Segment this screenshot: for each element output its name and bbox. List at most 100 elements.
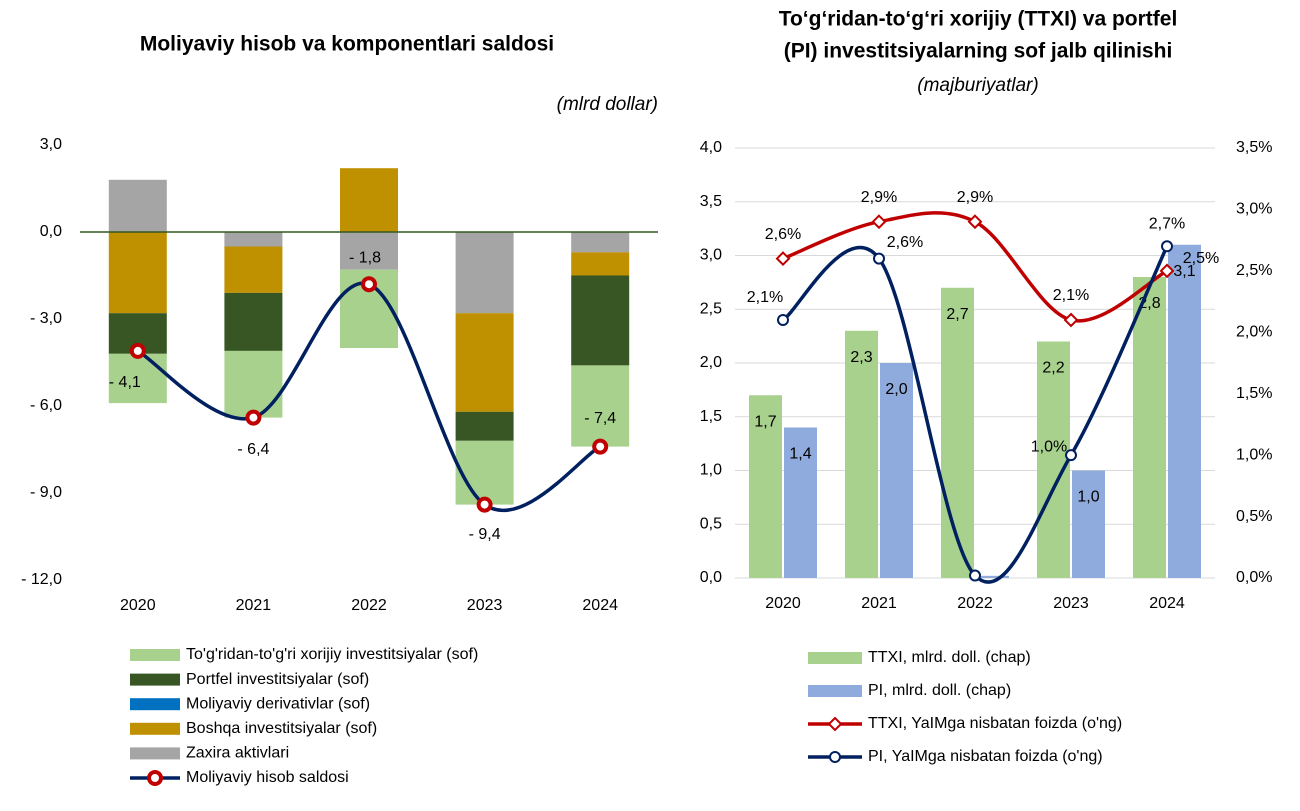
legend-swatch bbox=[808, 685, 862, 697]
y-tick-label: 4,0 bbox=[700, 139, 722, 156]
legend-label: Moliyaviy derivativlar (sof) bbox=[186, 695, 370, 712]
y-tick-label: - 12,0 bbox=[21, 571, 62, 588]
bar-segment bbox=[571, 252, 630, 276]
x-tick-label: 2022 bbox=[957, 595, 993, 612]
line-value-label: 2,9% bbox=[957, 189, 993, 206]
y-tick-label: 3,5 bbox=[700, 193, 722, 210]
x-tick-label: 2021 bbox=[236, 597, 272, 614]
legend-label: Moliyaviy hisob saldosi bbox=[186, 769, 349, 786]
marker bbox=[361, 276, 377, 293]
y-tick-label: 3,0 bbox=[40, 136, 62, 153]
y-tick-label: 1,5 bbox=[700, 408, 722, 425]
bar bbox=[845, 330, 878, 578]
marker bbox=[1065, 449, 1077, 462]
marker bbox=[775, 251, 791, 266]
bar-value-label: 2,3 bbox=[850, 349, 872, 366]
y2-tick-label: 2,0% bbox=[1236, 324, 1272, 341]
bar-segment bbox=[224, 350, 283, 418]
chart-title: To‘g‘ridan-to‘g‘ri xorijiy (TTXI) va por… bbox=[779, 8, 1178, 31]
bar-value-label: 1,7 bbox=[754, 413, 776, 430]
bar-segment bbox=[108, 232, 167, 314]
bar-segment bbox=[108, 353, 167, 404]
line-value-label: 2,1% bbox=[1053, 287, 1089, 304]
legend-label: TTXI, YaIMga nisbatan foizda (o'ng) bbox=[868, 715, 1122, 732]
line-value-label: 2,5% bbox=[1183, 250, 1219, 267]
bar bbox=[1072, 470, 1105, 578]
line-value-label: 2,1% bbox=[747, 289, 783, 306]
legend-swatch bbox=[130, 649, 180, 661]
y-tick-label: 3,0 bbox=[700, 247, 722, 264]
y2-tick-label: 3,0% bbox=[1236, 201, 1272, 218]
y2-tick-label: 2,5% bbox=[1236, 262, 1272, 279]
chart-subtitle: (majburiyatlar) bbox=[917, 75, 1038, 96]
y-tick-label: - 3,0 bbox=[30, 310, 62, 327]
bar-segment bbox=[224, 232, 283, 247]
y2-tick-label: 1,0% bbox=[1236, 446, 1272, 463]
y-tick-label: 2,0 bbox=[700, 354, 722, 371]
marker bbox=[147, 770, 163, 786]
bar-value-label: 2,2 bbox=[1042, 360, 1064, 377]
bar bbox=[880, 363, 913, 578]
chart-title: Moliyaviy hisob va komponentlari saldosi bbox=[140, 33, 554, 56]
bar-segment bbox=[340, 168, 398, 232]
y-tick-label: 0,5 bbox=[700, 515, 722, 532]
bar bbox=[941, 287, 974, 578]
legend-label: PI, mlrd. doll. (chap) bbox=[868, 682, 1011, 699]
legend-swatch bbox=[130, 722, 180, 735]
bar-value-label: 2,7 bbox=[946, 306, 968, 323]
marker bbox=[827, 716, 843, 732]
line-value-label: 2,9% bbox=[861, 189, 897, 206]
legend-label: To'g'ridan-to'g'ri xorijiy investitsiyal… bbox=[186, 646, 478, 663]
bar bbox=[1037, 341, 1070, 578]
x-tick-label: 2021 bbox=[861, 595, 897, 612]
marker bbox=[476, 496, 493, 513]
legend-swatch bbox=[130, 747, 180, 760]
bar-segment bbox=[571, 365, 630, 447]
legend-label: PI, YaIMga nisbatan foizda (o'ng) bbox=[868, 748, 1103, 765]
line-value-label: - 9,4 bbox=[469, 526, 501, 543]
bar-segment bbox=[224, 292, 283, 351]
x-tick-label: 2020 bbox=[765, 595, 801, 612]
y2-tick-label: 1,5% bbox=[1236, 385, 1272, 402]
x-tick-label: 2024 bbox=[1149, 595, 1185, 612]
legend-label: TTXI, mlrd. doll. (chap) bbox=[868, 649, 1031, 666]
y-tick-label: 0,0 bbox=[700, 569, 722, 586]
marker bbox=[1159, 263, 1175, 279]
y-tick-label: 0,0 bbox=[40, 223, 62, 240]
line-value-label: - 4,1 bbox=[109, 374, 141, 391]
bar-value-label: 1,4 bbox=[789, 446, 811, 463]
marker bbox=[969, 569, 981, 582]
y-tick-label: 1,0 bbox=[700, 462, 722, 479]
x-tick-label: 2023 bbox=[1053, 595, 1089, 612]
unit-note: (mlrd dollar) bbox=[557, 94, 658, 115]
legend-label: Portfel investitsiyalar (sof) bbox=[186, 671, 369, 688]
marker bbox=[592, 438, 609, 455]
y2-tick-label: 0,5% bbox=[1236, 508, 1272, 525]
x-tick-label: 2023 bbox=[467, 597, 503, 614]
line-value-label: - 6,4 bbox=[237, 441, 269, 458]
y-tick-label: 2,5 bbox=[700, 300, 722, 317]
line-value-label: 1,0% bbox=[1031, 438, 1067, 455]
legend-swatch bbox=[130, 673, 180, 686]
marker bbox=[873, 252, 885, 265]
bar bbox=[1133, 277, 1166, 578]
y-tick-label: - 6,0 bbox=[30, 397, 62, 414]
bar-value-label: 3,1 bbox=[1173, 263, 1195, 280]
marker bbox=[871, 214, 887, 230]
line-value-label: - 7,4 bbox=[584, 410, 616, 427]
bar bbox=[976, 575, 1009, 578]
bar-segment bbox=[571, 232, 630, 253]
chart-title: (PI) investitsiyalarning sof jalb qilini… bbox=[784, 40, 1173, 63]
bar-segment bbox=[224, 246, 283, 293]
bar-segment bbox=[455, 313, 514, 412]
x-tick-label: 2022 bbox=[351, 597, 387, 614]
marker bbox=[967, 214, 983, 230]
legend-label: Zaxira aktivlari bbox=[186, 745, 289, 762]
line-value-label: 2,6% bbox=[887, 234, 923, 251]
marker bbox=[1063, 312, 1079, 328]
bar-value-label: 2,0 bbox=[885, 381, 907, 398]
bar-value-label: 1,0 bbox=[1077, 489, 1099, 506]
bar-segment bbox=[455, 411, 514, 441]
bar-segment bbox=[571, 275, 630, 366]
marker bbox=[129, 342, 146, 359]
